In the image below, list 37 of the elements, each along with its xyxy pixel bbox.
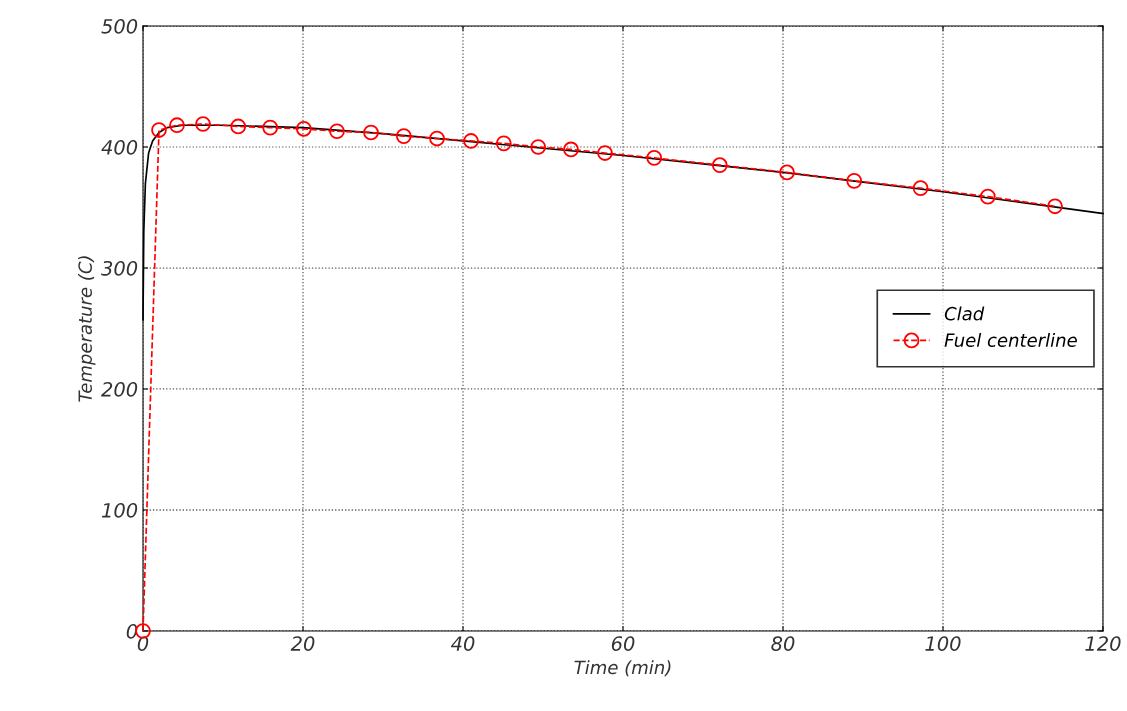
- point: [295, 121, 312, 137]
- point: [1047, 198, 1063, 215]
- x-tick-label: 40: [450, 636, 475, 651]
- point: [597, 145, 613, 161]
- point: [463, 133, 479, 149]
- x-tick-label: 60: [611, 636, 635, 651]
- point: [646, 150, 663, 166]
- point: [195, 116, 211, 132]
- point: [779, 164, 795, 181]
- point: [329, 123, 345, 140]
- y-tick-label: 100: [101, 502, 138, 518]
- point: [395, 128, 412, 144]
- x-tick-label: 80: [771, 636, 795, 651]
- point: [230, 118, 247, 135]
- y-tick-label: 400: [101, 139, 138, 155]
- point: [563, 141, 579, 158]
- y-tick-label: 300: [101, 260, 138, 276]
- legend-label: Fuel centerline: [944, 333, 1077, 347]
- x-tick-label: 20: [290, 636, 315, 651]
- point: [846, 173, 863, 189]
- legend-label: Clad: [944, 306, 985, 321]
- point: [169, 117, 185, 134]
- y-axis-title: Temperature (C): [78, 256, 96, 402]
- point: [151, 122, 167, 138]
- point: [495, 135, 512, 152]
- point: [429, 130, 445, 147]
- point: [262, 119, 279, 136]
- y-tick-label: 200: [101, 381, 138, 397]
- x-tick-label: 120: [1085, 636, 1121, 651]
- x-axis-title: Time (min): [574, 660, 671, 677]
- point: [979, 188, 996, 205]
- point: [530, 139, 547, 155]
- point: [711, 157, 728, 173]
- y-tick-label: 500: [101, 18, 138, 34]
- point: [912, 180, 929, 196]
- x-tick-label: 100: [925, 636, 961, 651]
- point: [363, 124, 379, 141]
